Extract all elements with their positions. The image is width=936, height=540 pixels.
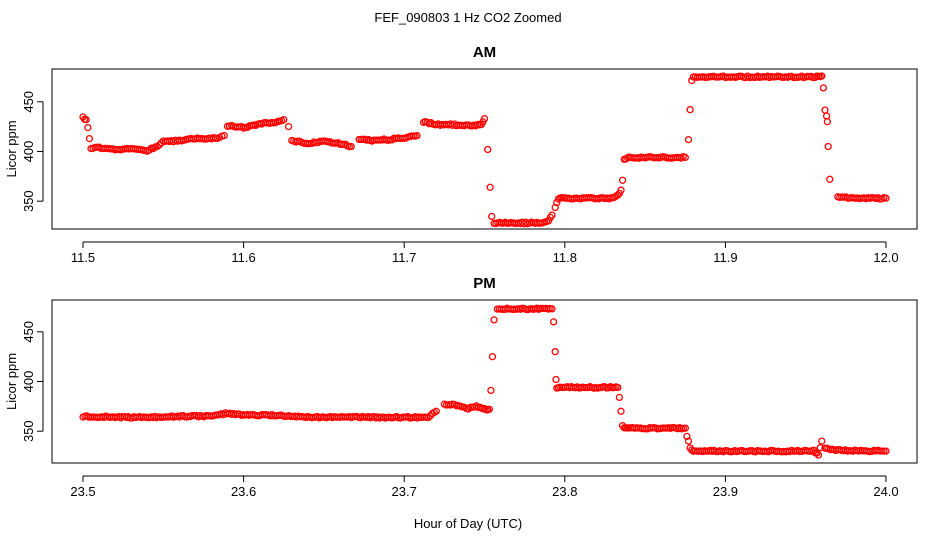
pm-data-point	[487, 386, 495, 395]
pm-x-tick-label: 23.8	[552, 484, 577, 499]
pm-plot-frame	[51, 299, 918, 464]
pm-data-point	[488, 353, 497, 361]
am-y-tick-label: 450	[21, 91, 36, 113]
am-x-tick-label: 11.6	[231, 250, 255, 265]
am-data-points	[79, 72, 890, 228]
am-y-tick-label: 350	[21, 190, 36, 212]
am-data-point	[823, 118, 832, 126]
x-axis-title: Hour of Day (UTC)	[414, 516, 522, 531]
pm-data-point	[552, 375, 560, 384]
am-panel: AM 11.5 11.6 11.7 11.8 11.9 12.0 350 400 450Licor…	[4, 44, 918, 265]
pm-data-point	[424, 413, 432, 422]
am-data-point	[413, 131, 421, 140]
am-data-point	[818, 72, 826, 80]
pm-data-point	[548, 305, 556, 313]
am-data-point	[686, 106, 694, 114]
am-data-point	[821, 106, 829, 114]
am-data-point	[82, 116, 90, 124]
am-plot-frame	[51, 68, 918, 230]
am-data-point	[153, 142, 161, 151]
am-y-axis-title: Licor ppm	[4, 120, 19, 177]
pm-data-point	[485, 405, 493, 413]
figure-title: FEF_090803 1 Hz CO2 Zoomed	[374, 10, 561, 25]
am-data-point	[614, 191, 622, 199]
pm-data-point	[818, 437, 826, 445]
am-data-point	[84, 123, 92, 132]
am-data-point	[85, 134, 94, 143]
am-data-point	[347, 142, 355, 151]
pm-data-point	[813, 449, 821, 457]
am-data-point	[684, 135, 693, 144]
am-x-tick-label: 11.7	[392, 250, 416, 265]
pm-data-point	[617, 407, 625, 415]
pm-y-tick-label: 350	[21, 420, 36, 442]
am-data-point	[617, 186, 625, 194]
am-data-point	[149, 144, 157, 153]
am-data-point	[822, 112, 831, 120]
pm-data-point	[614, 383, 622, 392]
am-y-tick-label: 400	[21, 141, 36, 163]
pm-data-point	[490, 316, 498, 324]
am-data-point	[488, 212, 496, 221]
pm-y-tick-label: 400	[21, 371, 36, 393]
pm-data-point	[464, 405, 473, 413]
pm-x-tick-label: 23.7	[392, 484, 417, 499]
pm-panel: PM 23.5 23.6 23.7 23.8 23.9 24.0 350 400 450Licor…	[4, 275, 918, 499]
pm-data-point	[551, 348, 559, 356]
am-data-point	[548, 211, 556, 219]
pm-y-axis-title: Licor ppm	[4, 353, 19, 410]
am-data-point	[280, 116, 288, 124]
pm-x-tick-label: 23.5	[70, 484, 95, 499]
am-data-point	[618, 176, 627, 184]
am-data-point	[486, 183, 494, 191]
am-x-tick-label: 11.8	[553, 250, 577, 265]
pm-data-point	[432, 407, 440, 415]
pm-data-point	[882, 447, 890, 455]
pm-panel-title: PM	[473, 275, 496, 292]
am-x-tick-label: 11.5	[71, 250, 95, 265]
am-data-point	[145, 146, 153, 154]
am-data-point	[824, 142, 832, 151]
am-data-point	[688, 76, 696, 85]
am-data-point	[480, 115, 489, 123]
am-data-point	[681, 153, 689, 162]
am-data-point	[484, 145, 492, 154]
pm-x-tick-label: 23.6	[231, 484, 256, 499]
am-x-tick-label: 11.9	[713, 250, 737, 265]
am-data-point	[819, 84, 828, 92]
pm-data-points	[79, 304, 890, 459]
am-data-point	[155, 141, 163, 149]
pm-x-tick-label: 24.0	[873, 484, 898, 499]
pm-data-point	[683, 432, 691, 441]
am-x-tick-label: 12.0	[873, 250, 898, 265]
pm-data-point	[681, 424, 689, 432]
pm-x-tick-label: 23.9	[713, 484, 738, 499]
am-data-point	[220, 131, 228, 140]
am-data-point	[882, 194, 890, 202]
am-data-point	[284, 122, 293, 131]
am-panel-title: AM	[473, 44, 496, 61]
pm-y-tick-label: 450	[21, 321, 36, 343]
pm-data-point	[472, 402, 481, 410]
pm-data-point	[684, 437, 693, 445]
pm-data-point	[814, 451, 823, 459]
am-data-point	[826, 175, 834, 183]
pm-data-point	[615, 393, 624, 402]
pm-data-point	[549, 318, 558, 326]
